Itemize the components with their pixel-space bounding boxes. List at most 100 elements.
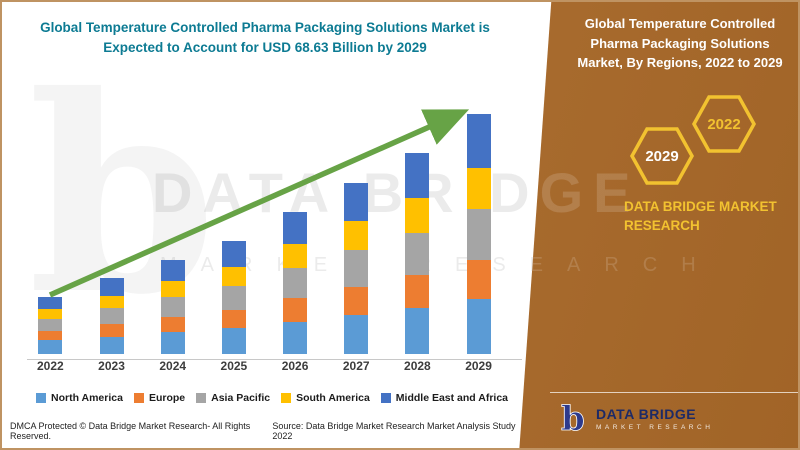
bar-segment xyxy=(38,318,63,331)
bar-segment xyxy=(405,232,430,275)
databridge-logo: b DATA BRIDGE MARKET RESEARCH xyxy=(558,400,713,436)
legend-item: South America xyxy=(281,392,370,404)
x-axis-line xyxy=(27,359,522,360)
bar-segment xyxy=(160,296,185,317)
legend-swatch xyxy=(133,393,144,403)
legend-label: Asia Pacific xyxy=(211,392,271,404)
logo-b-glyph: b xyxy=(561,400,585,436)
bar-column: 2027 xyxy=(342,182,370,373)
legend-item: Asia Pacific xyxy=(196,392,270,404)
chart-title: Global Temperature Controlled Pharma Pac… xyxy=(40,20,490,56)
bar-column: 2025 xyxy=(220,241,248,373)
x-axis-label: 2026 xyxy=(281,359,309,373)
bar-segment xyxy=(466,208,491,260)
hexagon-2029-label: 2029 xyxy=(645,148,678,165)
x-axis-label: 2025 xyxy=(220,359,248,373)
bar-segment xyxy=(160,332,185,354)
hexagons-graphic: 2022 2029 xyxy=(629,95,757,185)
bar-segment xyxy=(99,336,124,354)
source-text: Source: Data Bridge Market Research Mark… xyxy=(272,421,516,441)
bar-segment xyxy=(405,307,430,354)
bar-segment xyxy=(221,286,246,310)
bar-segment xyxy=(283,243,308,269)
legend-label: South America xyxy=(296,392,370,404)
copyright-text: DMCA Protected © Data Bridge Market Rese… xyxy=(10,421,251,441)
legend-swatch xyxy=(281,393,292,403)
bar-stack xyxy=(160,260,185,354)
bar-segment xyxy=(221,309,246,329)
x-axis-label: 2024 xyxy=(159,359,187,373)
bar-segment xyxy=(99,295,124,309)
bar-column: 2029 xyxy=(465,113,492,373)
bar-column: 2022 xyxy=(37,296,64,373)
bar-column: 2028 xyxy=(404,153,431,373)
bar-segment xyxy=(466,259,491,300)
bar-stack xyxy=(38,296,63,354)
bar-segment xyxy=(283,298,308,322)
legend-item: Europe xyxy=(133,392,186,404)
logo-divider xyxy=(550,392,798,393)
bar-segment xyxy=(38,296,63,309)
bar-segment xyxy=(160,260,185,282)
bar-stack xyxy=(405,153,430,354)
bar-segment xyxy=(99,323,124,337)
logo-subtext: MARKET RESEARCH xyxy=(596,423,714,431)
bar-column: 2024 xyxy=(159,260,186,373)
legend-swatch xyxy=(380,393,391,403)
bar-segment xyxy=(221,266,246,287)
legend-label: Middle East and Africa xyxy=(395,392,509,404)
logo-name: DATA BRIDGE xyxy=(596,405,697,422)
legend-label: Europe xyxy=(148,392,186,404)
right-panel-title: Global Temperature Controlled Pharma Pac… xyxy=(577,16,783,70)
x-axis-label: 2028 xyxy=(404,359,431,373)
bar-segment xyxy=(405,198,430,233)
bar-segment xyxy=(283,321,308,354)
bar-segment xyxy=(283,212,308,244)
bar-segment xyxy=(344,286,369,315)
legend-swatch xyxy=(196,393,207,403)
databridge-logo-icon: b xyxy=(561,400,586,436)
bar-segment xyxy=(221,241,246,267)
bar-segment xyxy=(99,308,124,324)
bar-stack xyxy=(99,278,124,354)
bar-segment xyxy=(344,182,369,221)
bar-stack xyxy=(221,241,246,354)
bar-segment xyxy=(344,220,369,251)
bar-segment xyxy=(221,328,246,354)
bar-segment xyxy=(466,113,491,168)
bar-segment xyxy=(466,167,491,209)
x-axis-label: 2029 xyxy=(465,359,492,373)
bar-segment xyxy=(99,278,124,296)
legend-swatch xyxy=(35,393,46,403)
x-axis-label: 2027 xyxy=(342,359,370,373)
chart-legend: North America Europe Asia Pacific South Ame… xyxy=(2,392,542,404)
bar-segment xyxy=(466,299,491,354)
x-axis-label: 2022 xyxy=(37,359,64,373)
bar-segment xyxy=(160,281,185,297)
brand-text: DATA BRIDGE MARKET RESEARCH xyxy=(624,199,777,233)
bar-segment xyxy=(344,314,369,354)
bar-segment xyxy=(38,340,63,354)
x-axis-label: 2023 xyxy=(98,359,125,373)
bar-stack xyxy=(466,113,491,354)
bar-column: 2026 xyxy=(281,212,309,373)
bar-segment xyxy=(38,308,63,319)
logo-text-block: DATA BRIDGE MARKET RESEARCH xyxy=(596,406,713,431)
bar-segment xyxy=(405,153,430,199)
bar-chart: 2022 2023 2024 2025 2026 2027 2028 2029 xyxy=(37,113,492,373)
bar-stack xyxy=(283,212,308,354)
bar-segment xyxy=(344,250,369,287)
legend-item: Middle East and Africa xyxy=(380,392,509,404)
bar-segment xyxy=(38,330,63,341)
bar-segment xyxy=(160,316,185,333)
footer: DMCA Protected © Data Bridge Market Rese… xyxy=(10,421,518,441)
bar-segment xyxy=(283,268,308,299)
hexagon-2022 xyxy=(691,95,757,153)
hexagon-2022-label: 2022 xyxy=(707,116,740,133)
legend-item: North America xyxy=(35,392,123,404)
hexagon-2029 xyxy=(629,127,695,185)
legend-label: North America xyxy=(50,392,123,404)
bar-segment xyxy=(405,274,430,308)
